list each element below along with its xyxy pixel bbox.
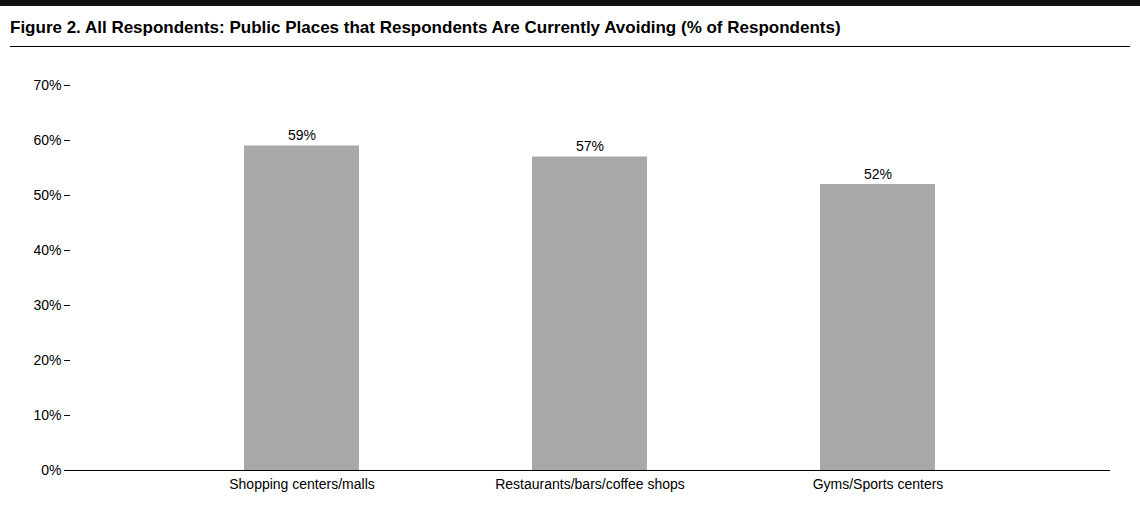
svg-text:60%: 60% (33, 132, 61, 148)
svg-text:50%: 50% (33, 187, 61, 203)
svg-text:59%: 59% (288, 127, 316, 143)
svg-text:57%: 57% (576, 138, 604, 154)
svg-text:Shopping centers/malls: Shopping centers/malls (229, 476, 375, 492)
html-text:Figure 2. All Respondents: Pub: Figure 2. All Respondents: Public Places… (10, 18, 841, 37)
svg-text:Restaurants/bars/coffee shops: Restaurants/bars/coffee shops (495, 476, 685, 492)
svg-text:0%: 0% (41, 462, 61, 478)
svg-text:30%: 30% (33, 297, 61, 313)
svg-text:52%: 52% (864, 166, 892, 182)
svg-text:20%: 20% (33, 352, 61, 368)
svg-text:Gyms/Sports centers: Gyms/Sports centers (813, 476, 944, 492)
svg-text:70%: 70% (33, 77, 61, 93)
svg-text:10%: 10% (33, 407, 61, 423)
svg-text:40%: 40% (33, 242, 61, 258)
